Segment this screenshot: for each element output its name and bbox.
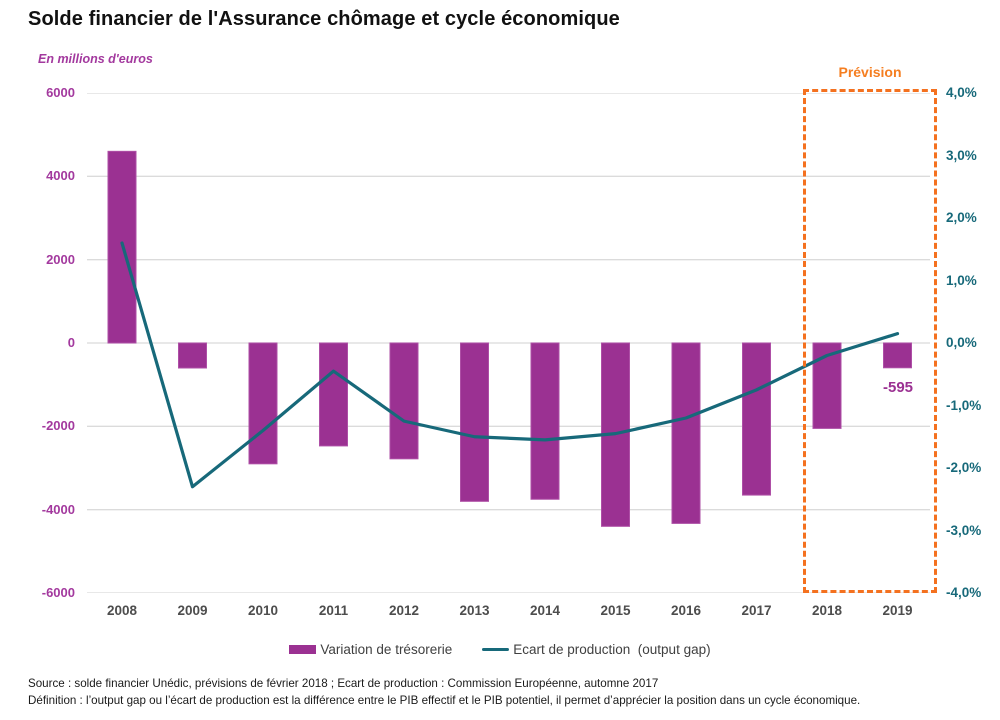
y-right-tick-label: 3,0% bbox=[946, 147, 977, 163]
x-tick-label-2008: 2008 bbox=[106, 603, 138, 618]
bar-2017 bbox=[742, 342, 771, 496]
chart-legend: Variation de trésorerie Ecart de product… bbox=[0, 642, 1000, 657]
legend-label: Ecart de production (output gap) bbox=[513, 642, 711, 657]
y-right-tick-label: 2,0% bbox=[946, 210, 977, 225]
left-axis-unit-label: En millions d'euros bbox=[38, 52, 153, 66]
y-left-tick-label: 4000 bbox=[46, 168, 75, 184]
legend-item-ecart-de-production: Ecart de production (output gap) bbox=[482, 642, 711, 657]
y-right-tick-label: -1,0% bbox=[946, 397, 982, 413]
y-left-tick-label: -4000 bbox=[41, 501, 75, 517]
x-tick-label-2015: 2015 bbox=[600, 603, 631, 618]
bar-2019 bbox=[883, 342, 912, 369]
line-series-swatch-icon bbox=[482, 648, 510, 651]
y-left-tick-label: -6000 bbox=[41, 585, 75, 600]
y-right-tick-label: -4,0% bbox=[946, 585, 982, 600]
bar-2014 bbox=[530, 342, 560, 500]
source-footnote: Source : solde financier Unédic, prévisi… bbox=[28, 675, 860, 709]
chart-plot-area bbox=[87, 93, 930, 593]
y-left-tick-label: 2000 bbox=[46, 251, 75, 267]
y-right-tick-label: -2,0% bbox=[946, 460, 982, 475]
bar-2013 bbox=[460, 342, 489, 502]
bar-series-swatch-icon bbox=[289, 645, 317, 654]
bar-2010 bbox=[248, 342, 278, 465]
x-tick-label-2012: 2012 bbox=[388, 603, 420, 618]
bar-2012 bbox=[389, 342, 419, 460]
x-tick-label-2009: 2009 bbox=[177, 603, 208, 618]
bar-2016 bbox=[671, 342, 701, 524]
output-gap-line bbox=[120, 241, 900, 489]
x-tick-label-2010: 2010 bbox=[247, 603, 279, 618]
y-right-tick-label: -3,0% bbox=[946, 522, 982, 538]
bar-2009 bbox=[178, 342, 207, 369]
x-tick-label-2019: 2019 bbox=[882, 603, 913, 618]
source-line: Source : solde financier Unédic, prévisi… bbox=[28, 677, 659, 690]
y-left-tick-label: 0 bbox=[67, 335, 75, 350]
y-right-tick-label: 0,0% bbox=[946, 335, 977, 350]
x-tick-label-2018: 2018 bbox=[811, 603, 843, 618]
definition-line: Définition : l’output gap ou l’écart de … bbox=[28, 694, 861, 707]
y-right-tick-label: 1,0% bbox=[946, 272, 977, 288]
x-tick-label-2011: 2011 bbox=[318, 603, 349, 618]
bar-2011 bbox=[319, 342, 348, 447]
y-left-tick-label: 6000 bbox=[46, 85, 75, 100]
forecast-window-label: Prévision bbox=[838, 64, 902, 80]
x-tick-label-2013: 2013 bbox=[459, 603, 490, 618]
y-left-tick-label: -2000 bbox=[41, 418, 75, 434]
page-title: Solde financier de l'Assurance chômage e… bbox=[28, 8, 620, 30]
x-tick-label-2016: 2016 bbox=[670, 603, 702, 618]
forecast-window-box bbox=[803, 89, 937, 593]
y-right-tick-label: 4,0% bbox=[946, 85, 977, 100]
x-tick-label-2017: 2017 bbox=[741, 603, 772, 618]
x-tick-label-2014: 2014 bbox=[529, 603, 561, 618]
bar-2019-value-label: -595 bbox=[882, 379, 914, 396]
legend-item-variation-de-tresorerie: Variation de trésorerie bbox=[289, 642, 452, 657]
legend-label: Variation de trésorerie bbox=[320, 642, 453, 657]
